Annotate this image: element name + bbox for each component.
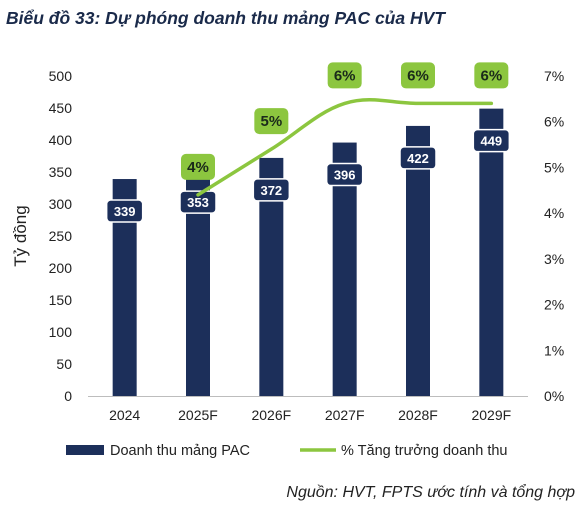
y-tick-label: 350 [49,164,73,180]
x-tick-label: 2026F [251,407,291,423]
bar-data-label: 372 [252,178,291,202]
y2-tick-label: 7% [544,68,564,84]
left-axis: 0 50 100 150 200 250 300 350 400 450 500 Tỷ đồng [11,68,72,404]
legend-swatch-bar [66,445,104,455]
line-label-text: 4% [187,159,209,176]
bar-data-label: 422 [399,146,437,170]
y-tick-label: 50 [56,356,72,372]
y2-tick-label: 5% [544,159,564,175]
y2-tick-label: 2% [544,297,564,313]
source-note: Nguồn: HVT, FPTS ước tính và tổng hợp [286,484,575,501]
bar-data-label: 449 [472,128,511,153]
x-tick-label: 2028F [398,407,438,423]
bar-label-box [179,190,217,214]
bar-data-label: 396 [325,162,364,187]
x-axis: 2024 2025F 2026F 2027F 2028F 2029F [88,396,528,423]
x-tick-label: 2025F [178,407,218,423]
x-tick-label: 2029F [471,407,511,423]
legend-label: % Tăng trưởng doanh thu [341,443,507,459]
right-axis: 0% 1% 2% 3% 4% 5% 6% 7% [544,68,564,404]
y2-tick-label: 4% [544,205,564,221]
bar-label-box [325,162,364,187]
bar-data-label: 339 [105,199,144,223]
y2-tick-label: 3% [544,251,564,267]
bar [406,125,430,397]
line-series: 4% 5% 6% 6% 6% [181,62,509,197]
bar-label-box [252,178,291,202]
bar-label-text: 372 [260,183,282,198]
bar [479,108,504,396]
line-data-label: 5% [254,108,289,135]
line-label-box [401,62,435,89]
y-tick-label: 300 [49,196,73,212]
bar-data-label: 353 [179,190,217,214]
y2-tick-label: 6% [544,114,564,130]
bar-label-box [105,199,144,223]
line-data-label: 6% [474,62,509,89]
y2-tick-label: 0% [544,388,564,404]
bar-label-text: 396 [334,168,356,183]
x-tick-label: 2027F [325,407,365,423]
line-data-label: 6% [327,62,362,89]
legend-label: Doanh thu mảng PAC [110,443,250,459]
x-tick-label: 2024 [109,407,140,423]
y-tick-label: 0 [64,388,72,404]
y-tick-label: 450 [49,100,73,116]
bar [112,179,137,396]
y-tick-label: 500 [49,68,73,84]
bar-label-text: 339 [114,204,136,219]
legend: Doanh thu mảng PAC % Tăng trưởng doanh th… [66,443,507,459]
bar-label-box [472,128,511,153]
chart-title: Biểu đồ 33: Dự phóng doanh thu mảng PAC … [6,8,445,28]
line-label-box [474,62,509,89]
y2-tick-label: 1% [544,342,564,358]
y-tick-label: 150 [49,292,73,308]
line-label-text: 5% [260,113,282,130]
bar-series: 339 353 372 396 422 449 [105,108,511,397]
y-tick-label: 250 [49,228,73,244]
bar-label-text: 353 [187,195,209,210]
bar-label-text: 449 [480,134,502,149]
line-label-box [254,108,289,135]
legend-item-line: % Tăng trưởng doanh thu [300,443,507,459]
line-data-label: 4% [181,153,215,180]
bar-label-box [399,146,437,170]
line-label-box [181,153,215,180]
line-label-text: 6% [480,67,502,84]
growth-line [196,98,494,197]
bar-label-text: 422 [407,151,429,166]
y-tick-label: 100 [49,324,73,340]
line-label-text: 6% [334,67,356,84]
y-tick-label: 400 [49,132,73,148]
line-data-label: 6% [401,62,435,89]
y-tick-label: 200 [49,260,73,276]
y-axis-label: Tỷ đồng [11,205,30,266]
line-label-box [327,62,362,89]
legend-item-bars: Doanh thu mảng PAC [66,443,250,459]
line-label-text: 6% [407,67,429,84]
